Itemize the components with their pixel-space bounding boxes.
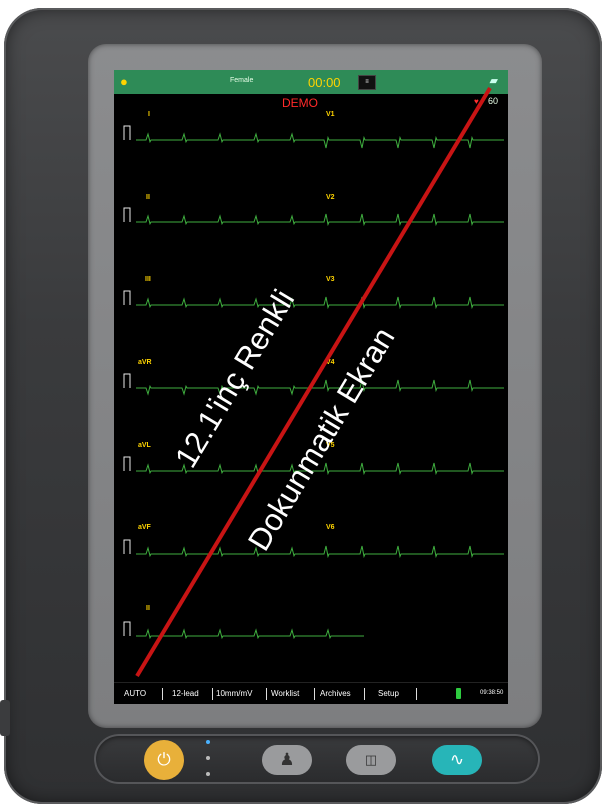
menu-setup[interactable]: Setup	[378, 689, 399, 698]
menu-12-lead[interactable]: 12-lead	[172, 689, 199, 698]
menu-separator	[266, 688, 267, 700]
clock: 09:38:50	[480, 690, 504, 696]
calibration-pulse	[123, 539, 131, 554]
ecg-start-icon: ∿	[449, 750, 465, 769]
menu-separator	[314, 688, 315, 700]
menu-separator	[162, 688, 163, 700]
ecg-trace	[136, 214, 314, 226]
ecg-trace	[136, 132, 314, 144]
calibration-pulse	[123, 290, 131, 305]
side-port	[0, 700, 10, 736]
patient-button[interactable]: ♟	[262, 745, 312, 775]
print-icon: ◫	[364, 752, 378, 767]
menu-separator	[416, 688, 417, 700]
menu-separator	[212, 688, 213, 700]
ecg-waveform-area	[123, 125, 504, 640]
indicator-dots	[204, 740, 212, 780]
ecg-trace	[314, 545, 504, 559]
calibration-pulse	[123, 125, 131, 140]
timer: 00:00	[308, 75, 341, 90]
ecg-trace	[136, 546, 314, 558]
ecg-screen[interactable]: ● Female 00:00 ≡ ▰ DEMO ♥ 60 I II III aV…	[114, 70, 508, 704]
ecg-trace	[136, 628, 364, 640]
ecg-trace	[314, 213, 504, 227]
ecg-trace	[314, 462, 504, 476]
patient-icon: ♟	[279, 750, 295, 769]
heart-rate-value: 60	[488, 96, 499, 106]
ecg-trace	[314, 296, 504, 310]
menu-worklist[interactable]: Worklist	[271, 689, 300, 698]
power-icon: ⏻	[157, 750, 171, 769]
ecg-trace	[314, 135, 504, 149]
calibration-pulse	[123, 207, 131, 222]
power-button[interactable]: ⏻	[144, 740, 184, 780]
menu-bar: AUTO 12-lead 10mm/mV Worklist Archives S…	[114, 682, 508, 704]
menu-auto[interactable]: AUTO	[124, 689, 147, 698]
menu-archives[interactable]: Archives	[320, 689, 351, 698]
ecg-trace	[136, 384, 314, 396]
bulb-icon[interactable]: ●	[120, 74, 128, 89]
print-button[interactable]: ◫	[346, 745, 396, 775]
calibration-pulse	[123, 456, 131, 471]
ecg-start-button[interactable]: ∿	[432, 745, 482, 775]
lead-status-icon[interactable]: ▰	[489, 75, 498, 87]
menu-separator	[364, 688, 365, 700]
ecg-trace	[136, 297, 314, 309]
calibration-pulse	[123, 621, 131, 636]
calibration-pulse	[123, 373, 131, 388]
ecg-trace	[314, 379, 504, 393]
battery-icon	[456, 688, 461, 699]
ecg-trace	[136, 463, 314, 475]
menu-gain[interactable]: 10mm/mV	[216, 689, 253, 698]
patient-gender: Female	[230, 77, 254, 84]
